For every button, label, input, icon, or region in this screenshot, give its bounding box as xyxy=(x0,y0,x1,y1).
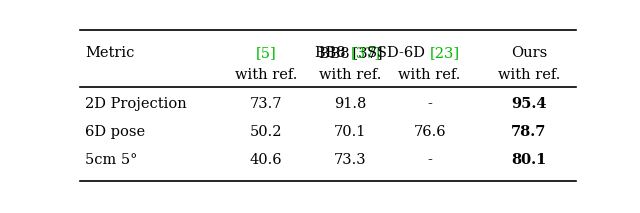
Text: 91.8: 91.8 xyxy=(334,97,367,111)
Text: with ref.: with ref. xyxy=(319,68,381,82)
Text: Ours: Ours xyxy=(511,46,547,60)
Text: 73.7: 73.7 xyxy=(250,97,282,111)
Text: [37]: [37] xyxy=(350,46,380,60)
Text: 73.3: 73.3 xyxy=(334,153,367,167)
Text: 78.7: 78.7 xyxy=(511,125,547,139)
Text: with ref.: with ref. xyxy=(399,68,461,82)
Text: -: - xyxy=(428,153,432,167)
Text: 40.6: 40.6 xyxy=(250,153,282,167)
Text: BB8: BB8 xyxy=(315,46,350,60)
Text: [23]: [23] xyxy=(429,46,460,60)
Text: 95.4: 95.4 xyxy=(511,97,547,111)
Text: 50.2: 50.2 xyxy=(250,125,282,139)
Text: -: - xyxy=(428,97,432,111)
Text: 5cm 5°: 5cm 5° xyxy=(85,153,138,167)
Text: 6D pose: 6D pose xyxy=(85,125,145,139)
Text: BB8 [37]: BB8 [37] xyxy=(319,46,382,60)
Text: 2D Projection: 2D Projection xyxy=(85,97,187,111)
Text: SSD-6D: SSD-6D xyxy=(367,46,429,60)
Text: Metric: Metric xyxy=(85,46,134,60)
Text: [5]: [5] xyxy=(255,46,276,60)
Text: 80.1: 80.1 xyxy=(511,153,547,167)
Text: 70.1: 70.1 xyxy=(334,125,367,139)
Text: with ref.: with ref. xyxy=(235,68,297,82)
Text: 76.6: 76.6 xyxy=(413,125,446,139)
Text: with ref.: with ref. xyxy=(498,68,560,82)
